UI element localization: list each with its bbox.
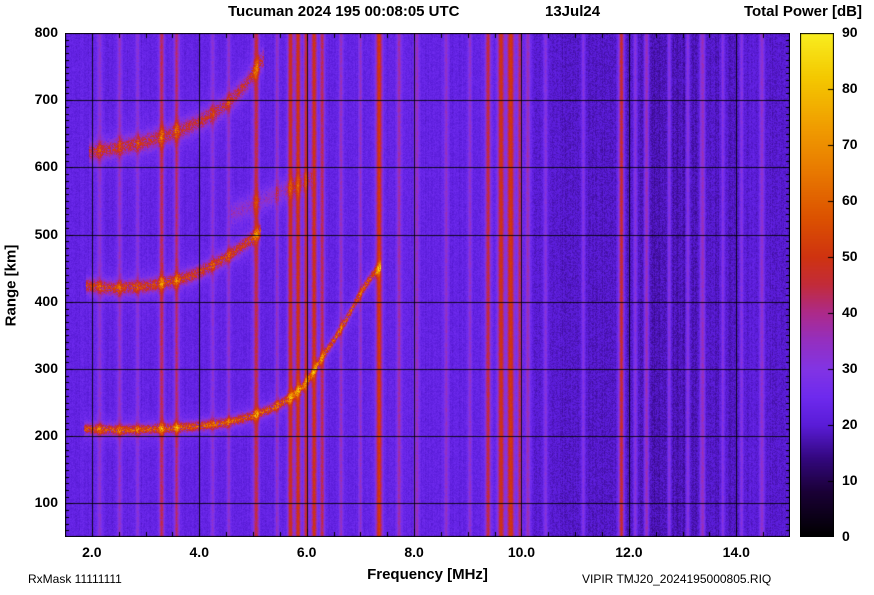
x-tick-label: 10.0 [501, 544, 541, 560]
date-label: 13Jul24 [545, 3, 600, 20]
x-tick-label: 12.0 [609, 544, 649, 560]
colorbar-tick-label: 40 [842, 304, 872, 320]
ionogram-page: Tucuman 2024 195 00:08:05 UTC 13Jul24 To… [0, 0, 874, 595]
rx-mask-label: RxMask 11111111 [28, 572, 122, 586]
y-axis-label: Range [km] [3, 244, 20, 326]
colorbar-gradient [800, 33, 834, 537]
colorbar-tick-label: 70 [842, 136, 872, 152]
x-tick-label: 4.0 [179, 544, 219, 560]
y-tick-label: 500 [12, 226, 58, 242]
colorbar-tick-label: 80 [842, 80, 872, 96]
colorbar-title: Total Power [dB] [744, 3, 862, 20]
file-name-label: VIPIR TMJ20_2024195000805.RIQ [582, 572, 771, 586]
x-tick-label: 8.0 [394, 544, 434, 560]
colorbar-tick-label: 0 [842, 528, 872, 544]
y-tick-label: 400 [12, 293, 58, 309]
y-tick-label: 800 [12, 24, 58, 40]
x-tick-label: 2.0 [72, 544, 112, 560]
colorbar-tick-label: 60 [842, 192, 872, 208]
y-axis-label-wrap: Range [km] [0, 33, 22, 537]
y-tick-label: 200 [12, 427, 58, 443]
y-tick-label: 600 [12, 158, 58, 174]
plot-area [65, 33, 790, 537]
colorbar-tick-label: 50 [842, 248, 872, 264]
colorbar-tick-label: 30 [842, 360, 872, 376]
colorbar-tick-label: 90 [842, 24, 872, 40]
x-tick-label: 6.0 [287, 544, 327, 560]
y-tick-label: 100 [12, 494, 58, 510]
x-tick-label: 14.0 [716, 544, 756, 560]
colorbar-tick-label: 10 [842, 472, 872, 488]
plot-title: Tucuman 2024 195 00:08:05 UTC [228, 3, 460, 20]
y-tick-label: 700 [12, 91, 58, 107]
ionogram-heatmap [65, 33, 790, 537]
y-tick-label: 300 [12, 360, 58, 376]
colorbar [800, 33, 834, 537]
colorbar-tick-label: 20 [842, 416, 872, 432]
